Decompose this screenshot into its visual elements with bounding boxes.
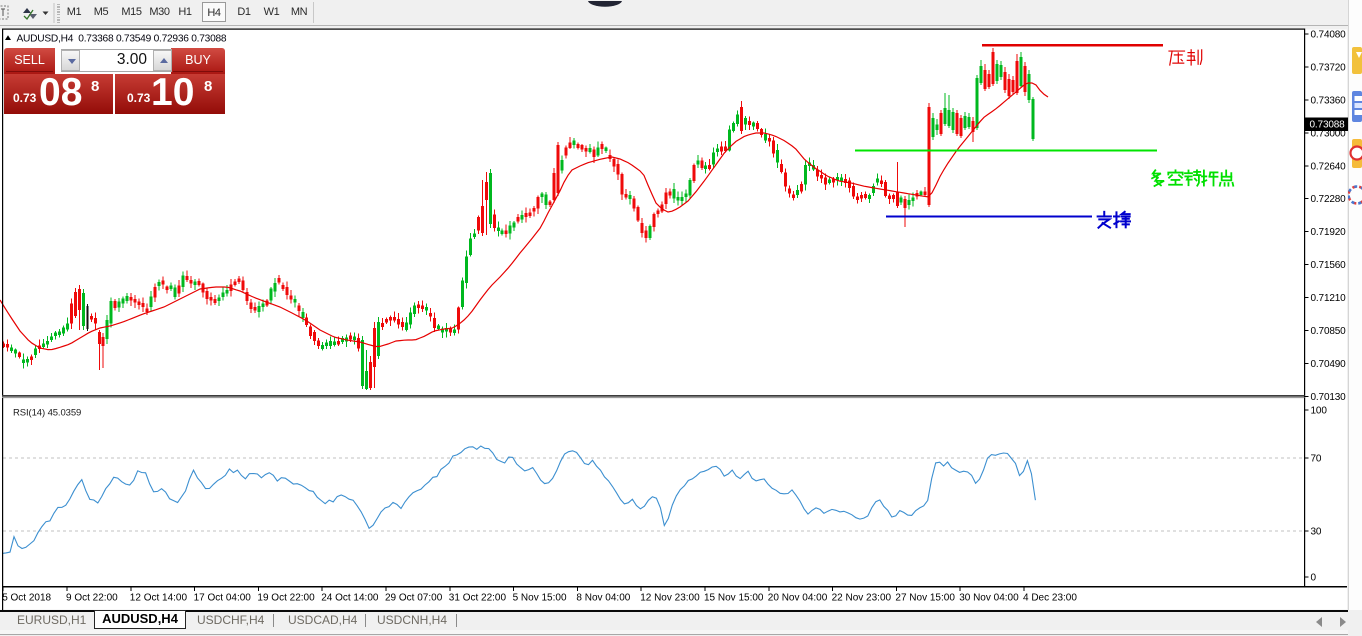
svg-text:0.70130: 0.70130 <box>1311 392 1347 403</box>
svg-text:70: 70 <box>1311 454 1322 465</box>
svg-text:0.73088: 0.73088 <box>1310 120 1346 131</box>
svg-text:9 Oct 22:00: 9 Oct 22:00 <box>66 593 118 604</box>
svg-text:0.71210: 0.71210 <box>1311 293 1347 304</box>
svg-text:5 Nov 15:00: 5 Nov 15:00 <box>513 593 567 604</box>
svg-text:17 Oct 04:00: 17 Oct 04:00 <box>194 593 252 604</box>
svg-text:12 Oct 14:00: 12 Oct 14:00 <box>130 593 188 604</box>
svg-text:0.73000: 0.73000 <box>1311 128 1347 139</box>
svg-text:0.71920: 0.71920 <box>1311 227 1347 238</box>
svg-text:0.72280: 0.72280 <box>1311 194 1347 205</box>
svg-text:24 Oct 14:00: 24 Oct 14:00 <box>321 593 379 604</box>
svg-text:8 Nov 04:00: 8 Nov 04:00 <box>576 593 630 604</box>
svg-text:0.70850: 0.70850 <box>1311 326 1347 337</box>
svg-text:0.74080: 0.74080 <box>1311 30 1347 41</box>
svg-text:5 Oct 2018: 5 Oct 2018 <box>2 593 51 604</box>
svg-text:0.73720: 0.73720 <box>1311 62 1347 73</box>
svg-text:22 Nov 23:00: 22 Nov 23:00 <box>832 593 892 604</box>
svg-text:AUDUSD,H4 0.73368 0.73549 0.7: AUDUSD,H4 0.73368 0.73549 0.72936 0.7308… <box>17 34 227 45</box>
svg-text:29 Oct 07:00: 29 Oct 07:00 <box>385 593 443 604</box>
svg-text:12 Nov 23:00: 12 Nov 23:00 <box>640 593 700 604</box>
svg-text:0.70490: 0.70490 <box>1311 359 1347 370</box>
svg-text:30: 30 <box>1311 527 1322 538</box>
svg-text:0: 0 <box>1311 573 1317 584</box>
svg-text:27 Nov 15:00: 27 Nov 15:00 <box>895 593 955 604</box>
svg-text:0.72640: 0.72640 <box>1311 161 1347 172</box>
svg-text:RSI(14) 45.0359: RSI(14) 45.0359 <box>13 408 81 419</box>
svg-text:31 Oct 22:00: 31 Oct 22:00 <box>449 593 507 604</box>
svg-text:20 Nov 04:00: 20 Nov 04:00 <box>768 593 828 604</box>
svg-text:100: 100 <box>1311 406 1328 417</box>
svg-text:19 Oct 22:00: 19 Oct 22:00 <box>257 593 315 604</box>
svg-text:0.71560: 0.71560 <box>1311 260 1347 271</box>
svg-text:4 Dec 23:00: 4 Dec 23:00 <box>1023 593 1077 604</box>
svg-text:0.73360: 0.73360 <box>1311 95 1347 106</box>
svg-text:15 Nov 15:00: 15 Nov 15:00 <box>704 593 764 604</box>
svg-text:30 Nov 04:00: 30 Nov 04:00 <box>959 593 1019 604</box>
